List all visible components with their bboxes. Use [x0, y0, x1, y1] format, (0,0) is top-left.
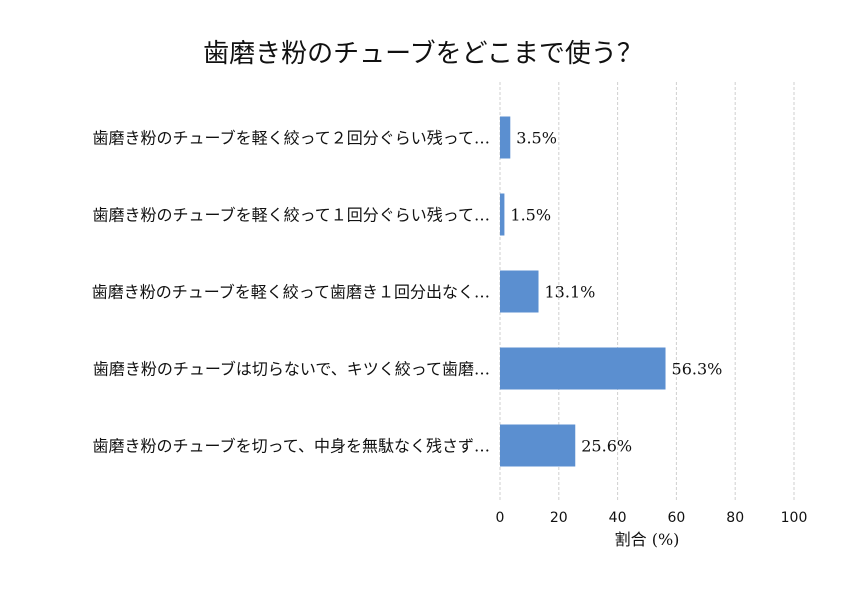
bar — [500, 193, 505, 236]
category-label: 歯磨き粉のチューブは切らないで、キツく絞って歯磨… — [93, 360, 490, 379]
x-tick-label: 80 — [726, 510, 744, 526]
data-label: 1.5% — [510, 206, 551, 225]
data-label: 56.3% — [672, 360, 723, 379]
category-label: 歯磨き粉のチューブを軽く絞って２回分ぐらい残って… — [93, 129, 490, 148]
x-tick-label: 20 — [550, 510, 568, 526]
x-axis-label: 割合 (%) — [615, 530, 680, 549]
data-label: 3.5% — [516, 129, 557, 148]
bars: 歯磨き粉のチューブを軽く絞って２回分ぐらい残って… 3.5% 歯磨き粉のチューブを軽… — [92, 116, 723, 467]
data-label: 25.6% — [581, 437, 632, 456]
x-axis-ticks: 0 20 40 60 80 100 — [496, 510, 808, 526]
x-tick-label: 0 — [496, 510, 505, 526]
bar — [500, 270, 539, 313]
category-label: 歯磨き粉のチューブを軽く絞って歯磨き１回分出なく… — [92, 283, 490, 302]
x-tick-label: 60 — [667, 510, 685, 526]
data-label: 13.1% — [545, 283, 596, 302]
x-tick-label: 100 — [781, 510, 808, 526]
category-label: 歯磨き粉のチューブを軽く絞って１回分ぐらい残って… — [93, 206, 490, 225]
x-tick-label: 40 — [609, 510, 627, 526]
chart-title: 歯磨き粉のチューブをどこまで使う？ — [203, 39, 643, 69]
bar — [500, 116, 511, 159]
bar — [500, 424, 576, 467]
category-label: 歯磨き粉のチューブを切って、中身を無駄なく残さず… — [93, 437, 490, 456]
bar — [500, 347, 666, 390]
